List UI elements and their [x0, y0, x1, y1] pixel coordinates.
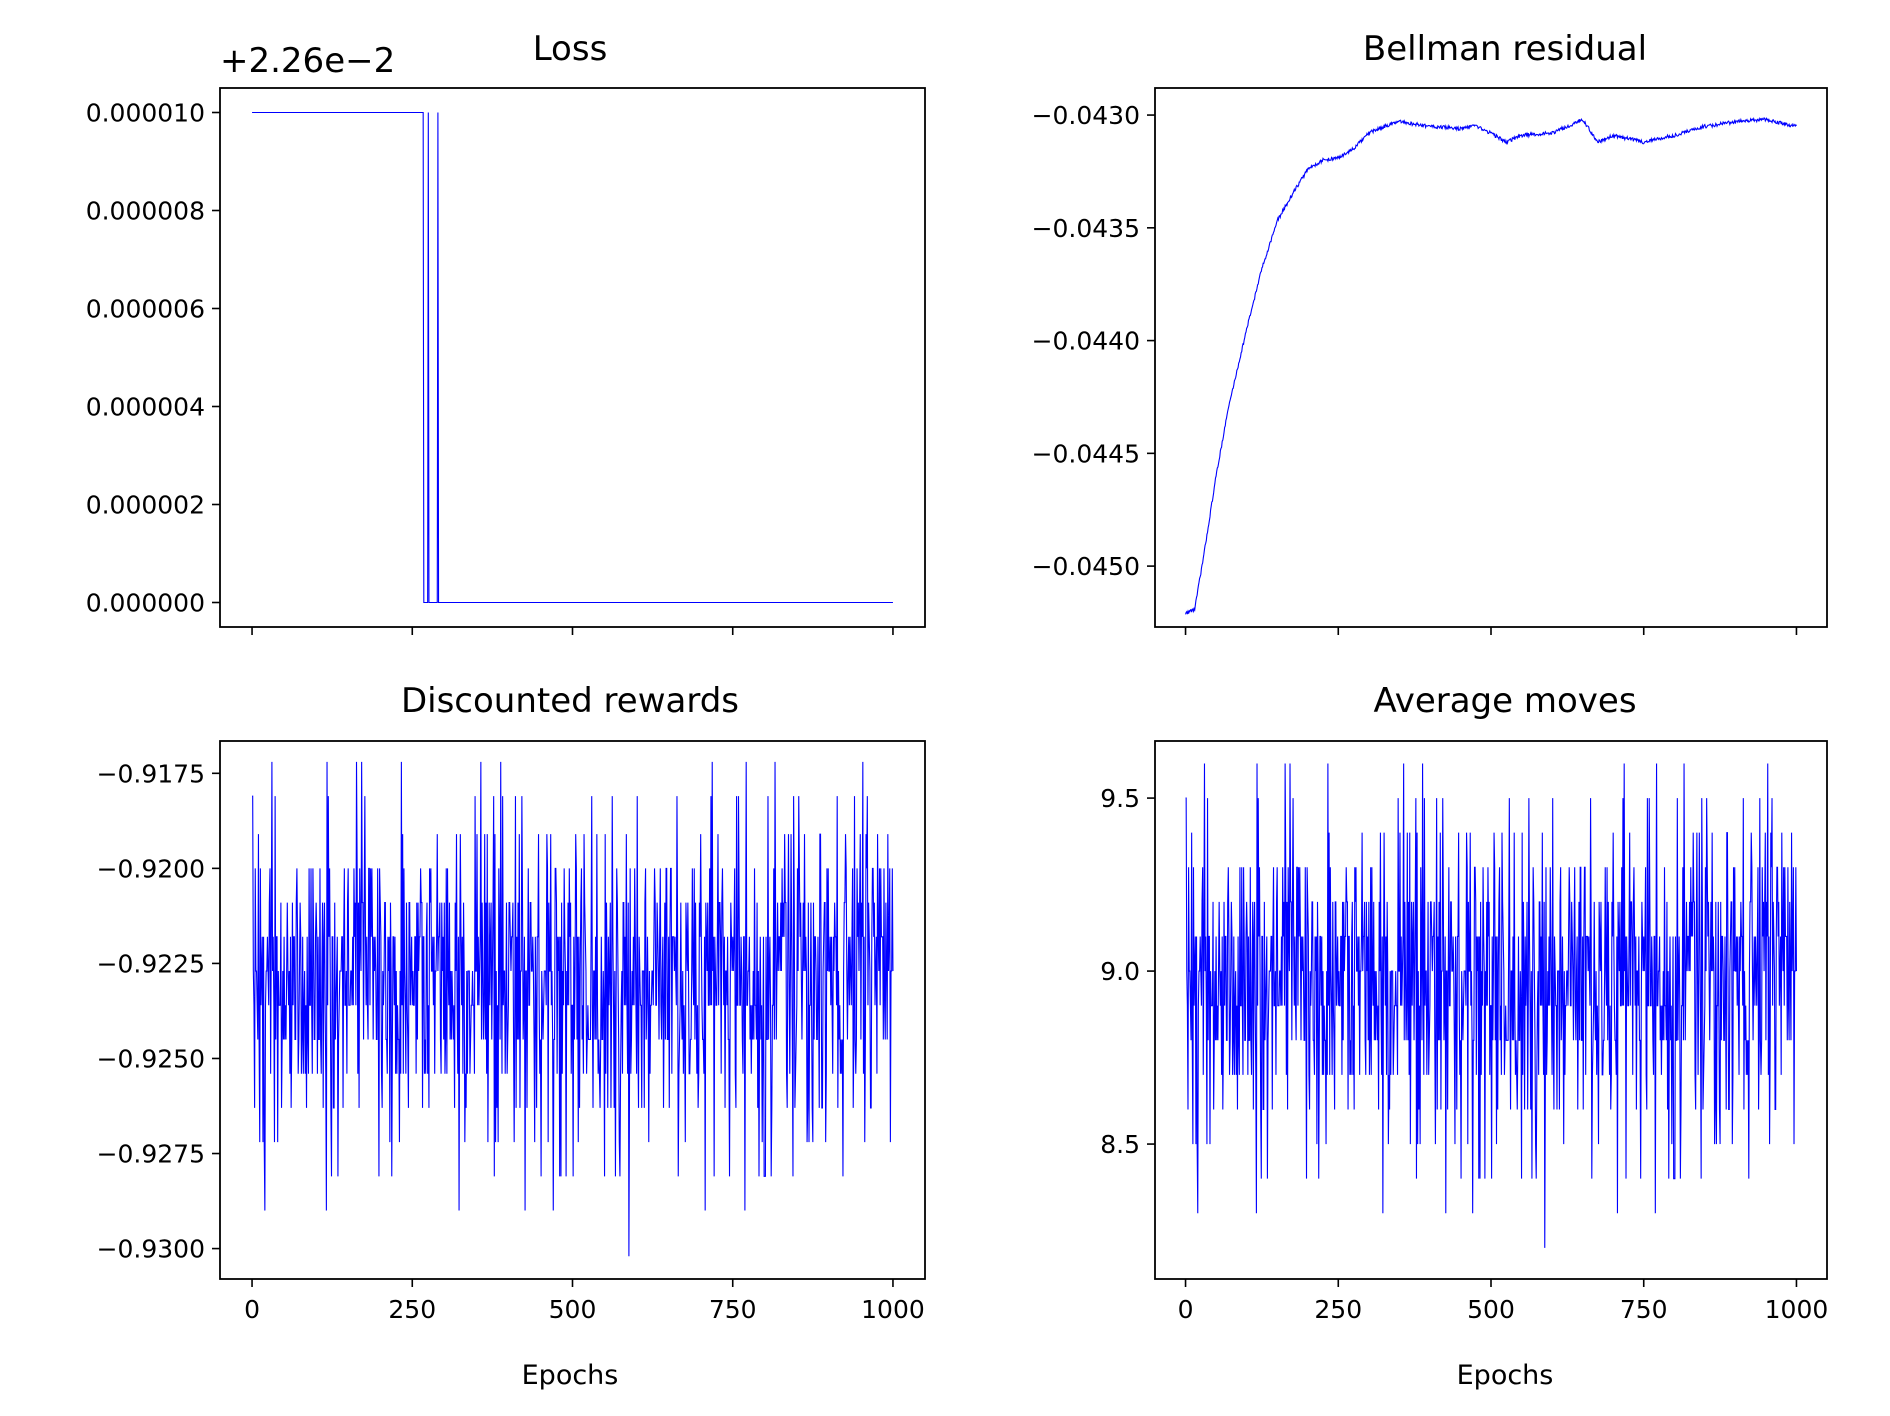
discounted-rewards-x-axis-label: Epochs [522, 1360, 619, 1391]
bellman-residual-series-line [1185, 117, 1797, 615]
average-moves-x-tick-label: 0 [1178, 1295, 1194, 1324]
average-moves-x-tick-label: 750 [1620, 1295, 1668, 1324]
loss-series-line [252, 111, 893, 604]
discounted-rewards-y-tick-label: −0.9200 [97, 854, 205, 883]
bellman-residual-y-tick-label: −0.0440 [1032, 327, 1140, 356]
loss-title: Loss [533, 29, 608, 69]
average-moves-series-line [1185, 763, 1797, 1248]
discounted-rewards-x-tick-label: 250 [388, 1295, 436, 1324]
bellman-residual-title: Bellman residual [1363, 29, 1647, 69]
discounted-rewards-series-line [252, 761, 894, 1257]
bellman-residual-plot-area: −0.0450 −0.0445 −0.0440 −0.0435 −0.0430 [1032, 87, 1828, 635]
average-moves-panel: Average moves Epochs 0 250 500 750 1000 8.5 9.… [1100, 681, 1828, 1391]
discounted-rewards-title: Discounted rewards [401, 681, 739, 721]
average-moves-x-tick-label: 500 [1467, 1295, 1515, 1324]
loss-plot-area: 0.000000 0.000002 0.000004 0.000006 0.000008… [86, 87, 926, 635]
discounted-rewards-x-tick-label: 750 [709, 1295, 757, 1324]
discounted-rewards-panel: Discounted rewards Epochs 0 250 500 750 1000… [97, 681, 926, 1391]
discounted-rewards-y-tick-label: −0.9300 [97, 1235, 205, 1264]
average-moves-x-tick-label: 1000 [1765, 1295, 1829, 1324]
loss-y-tick-label: 0.000008 [86, 197, 205, 226]
discounted-rewards-y-tick-label: −0.9250 [97, 1044, 205, 1073]
average-moves-y-tick-label: 9.5 [1100, 784, 1140, 813]
loss-offset-label: +2.26e−2 [220, 41, 395, 81]
discounted-rewards-y-tick-label: −0.9225 [97, 949, 205, 978]
average-moves-y-tick-label: 9.0 [1100, 957, 1140, 986]
discounted-rewards-x-tick-label: 0 [244, 1295, 260, 1324]
average-moves-title: Average moves [1373, 681, 1636, 721]
discounted-rewards-x-tick-label: 500 [549, 1295, 597, 1324]
loss-y-tick-label: 0.000010 [86, 99, 205, 128]
loss-y-tick-label: 0.000000 [86, 589, 205, 618]
loss-y-tick-label: 0.000002 [86, 491, 205, 520]
bellman-residual-panel: Bellman residual −0.0450−0.0445−0.0440−0… [1032, 29, 1828, 635]
loss-y-tick-label: 0.000006 [86, 295, 205, 324]
loss-panel: Loss +2.26e−2 0.0000000.0000020.0000040.… [86, 29, 926, 635]
bellman-residual-y-tick-label: −0.0445 [1032, 439, 1140, 468]
average-moves-x-tick-label: 250 [1314, 1295, 1362, 1324]
loss-y-tick-label: 0.000004 [86, 393, 205, 422]
average-moves-y-tick-label: 8.5 [1100, 1130, 1140, 1159]
average-moves-x-axis-label: Epochs [1457, 1360, 1554, 1391]
discounted-rewards-x-tick-label: 1000 [861, 1295, 925, 1324]
average-moves-plot-area: 0 250 500 750 1000 8.5 9.0 9.5 [1100, 740, 1829, 1324]
discounted-rewards-y-tick-label: −0.9175 [97, 759, 205, 788]
bellman-residual-y-tick-label: −0.0450 [1032, 552, 1140, 581]
discounted-rewards-y-tick-label: −0.9275 [97, 1140, 205, 1169]
bellman-residual-y-tick-label: −0.0430 [1032, 101, 1140, 130]
bellman-residual-y-tick-label: −0.0435 [1032, 214, 1140, 243]
discounted-rewards-plot-area: 0 250 500 750 1000 −0.9300 −0.9275 −0.9250 −0.92… [97, 740, 926, 1324]
